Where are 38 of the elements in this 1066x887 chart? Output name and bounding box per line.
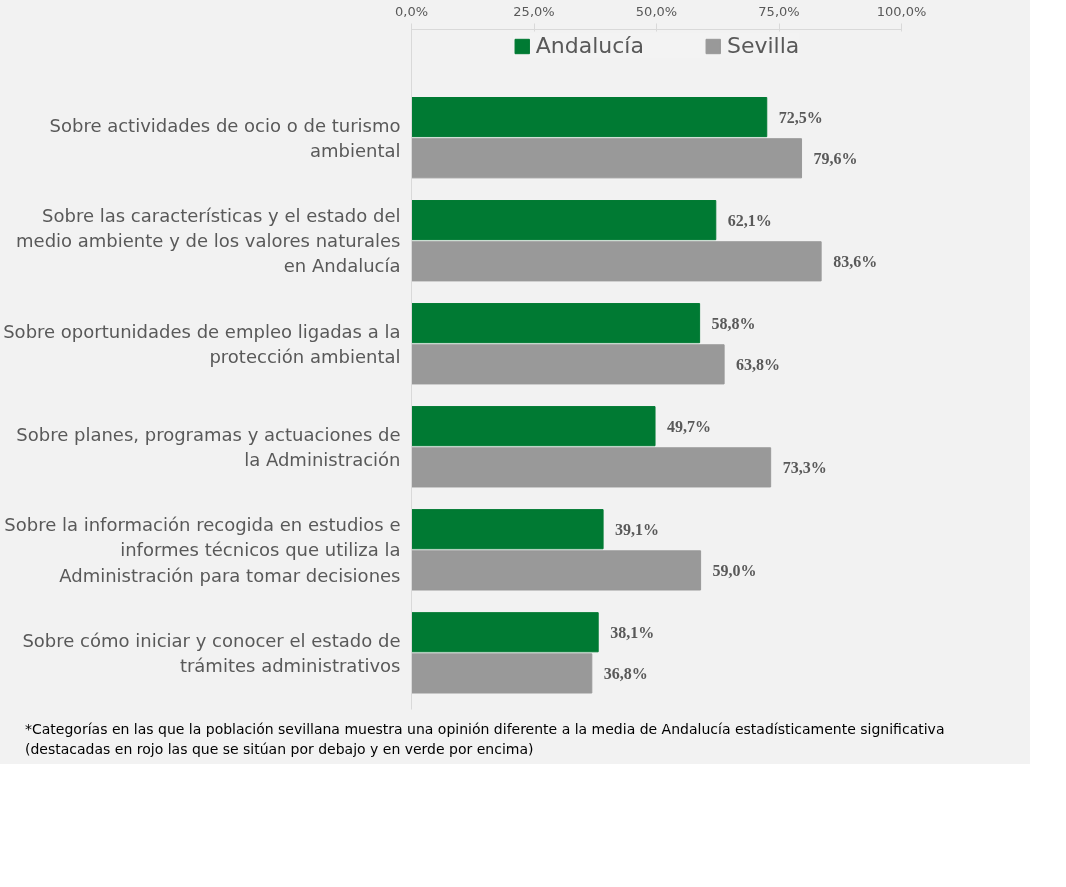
y-tick-label: Sobre la información recogida en estudios e informes técnicos que utiliza la Administración para tomar decisiones (4, 514, 401, 586)
bar (411, 303, 701, 344)
data-label: 83,6% (833, 252, 878, 270)
x-tick-label: 50,0% (635, 3, 678, 19)
legend-label: Andalucía (535, 33, 644, 58)
y-tick-label: Sobre oportunidades de empleo ligadas a la protección ambiental (3, 320, 401, 367)
data-label: 58,8% (711, 314, 756, 332)
data-label: 49,7% (667, 417, 712, 435)
bar (411, 509, 604, 550)
data-label: 72,5% (778, 108, 823, 126)
bar (411, 612, 599, 653)
y-tick-label: Sobre planes, programas y actuaciones de la Administración (16, 423, 401, 470)
data-label: 38,1% (610, 623, 655, 641)
y-tick-label: Sobre las características y el estado del medio ambiente y de los valores naturales en Andalucía (16, 205, 401, 277)
x-tick-label: 100,0% (876, 3, 927, 19)
data-label: 39,1% (615, 520, 660, 538)
bar (411, 97, 768, 138)
bar (411, 447, 772, 488)
bar (411, 344, 725, 385)
bar (411, 200, 717, 241)
y-tick-label: Sobre actividades de ocio o de turismo ambiental (49, 114, 401, 161)
data-label: 62,1% (727, 211, 772, 229)
bar (411, 653, 593, 694)
data-label: 73,3% (782, 458, 827, 476)
bar (411, 138, 803, 179)
data-label: 36,8% (603, 664, 648, 682)
y-tick-label: Sobre cómo iniciar y conocer el estado de trámites administrativos (22, 629, 401, 676)
legend-label: Sevilla (726, 33, 800, 58)
x-tick-label: 75,0% (758, 3, 800, 19)
data-label: 79,6% (813, 149, 858, 167)
bar (411, 550, 702, 591)
data-label: 63,8% (736, 355, 781, 373)
x-tick-label: 0,0% (394, 3, 429, 19)
x-tick-label: 25,0% (513, 3, 555, 19)
bar (411, 241, 822, 282)
bar (411, 406, 656, 447)
text: *Categorías en las que la población sevillana muestra una opinión diferente a la media de Andalucía estadísticamente significativa (destacadas en rojo las que se sitúan por debajo y en verde por encima) (25, 720, 946, 759)
data-label: 59,0% (712, 561, 757, 579)
